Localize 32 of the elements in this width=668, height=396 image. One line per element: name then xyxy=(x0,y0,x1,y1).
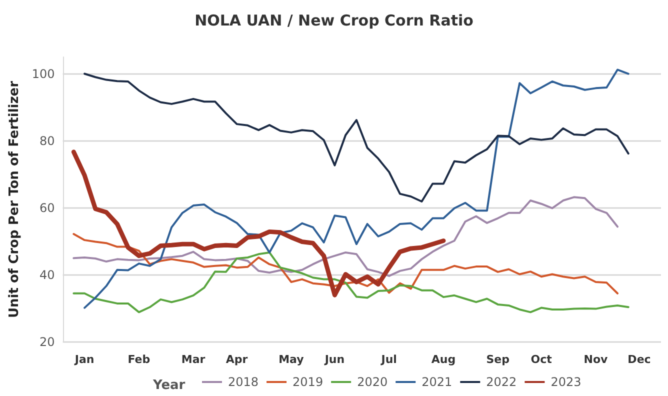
y-tick-label: 80 xyxy=(40,134,55,148)
y-tick-label: 20 xyxy=(40,335,55,349)
chart-title: NOLA UAN / New Crop Corn Ratio xyxy=(194,12,474,30)
y-tick-label: 40 xyxy=(40,268,55,282)
y-axis-title: Unit of Crop Per Ton of Fertilizer xyxy=(7,80,22,318)
legend-label: 2018 xyxy=(228,375,259,389)
x-tick-label: Jan xyxy=(74,353,94,366)
legend-label: 2019 xyxy=(292,375,324,389)
line-series xyxy=(84,72,630,203)
legend-label: 2023 xyxy=(550,375,582,389)
x-tick-label: Dec xyxy=(628,353,651,366)
x-tick-label: Jun xyxy=(324,353,345,366)
legend-label: 2020 xyxy=(357,375,388,389)
x-tick-label: Jul xyxy=(380,353,397,366)
y-tick-label: 100 xyxy=(32,66,55,81)
line-series xyxy=(72,251,630,314)
legend-label: 2021 xyxy=(422,375,452,389)
x-tick-label: May xyxy=(278,353,304,366)
line-series xyxy=(84,68,630,309)
x-tick-label: Apr xyxy=(226,353,248,366)
x-tick-label: Feb xyxy=(128,353,150,366)
x-tick-label: Aug xyxy=(431,353,456,366)
line-series xyxy=(72,196,618,277)
legend-title: Year xyxy=(152,378,186,393)
x-tick-label: Sep xyxy=(486,353,510,366)
x-tick-label: Nov xyxy=(584,353,609,366)
x-tick-label: Oct xyxy=(530,353,552,366)
legend-label: 2022 xyxy=(486,375,517,389)
line-series xyxy=(72,233,618,294)
x-tick-label: Mar xyxy=(181,353,206,366)
line-series xyxy=(71,150,446,298)
y-tick-label: 60 xyxy=(40,200,55,215)
